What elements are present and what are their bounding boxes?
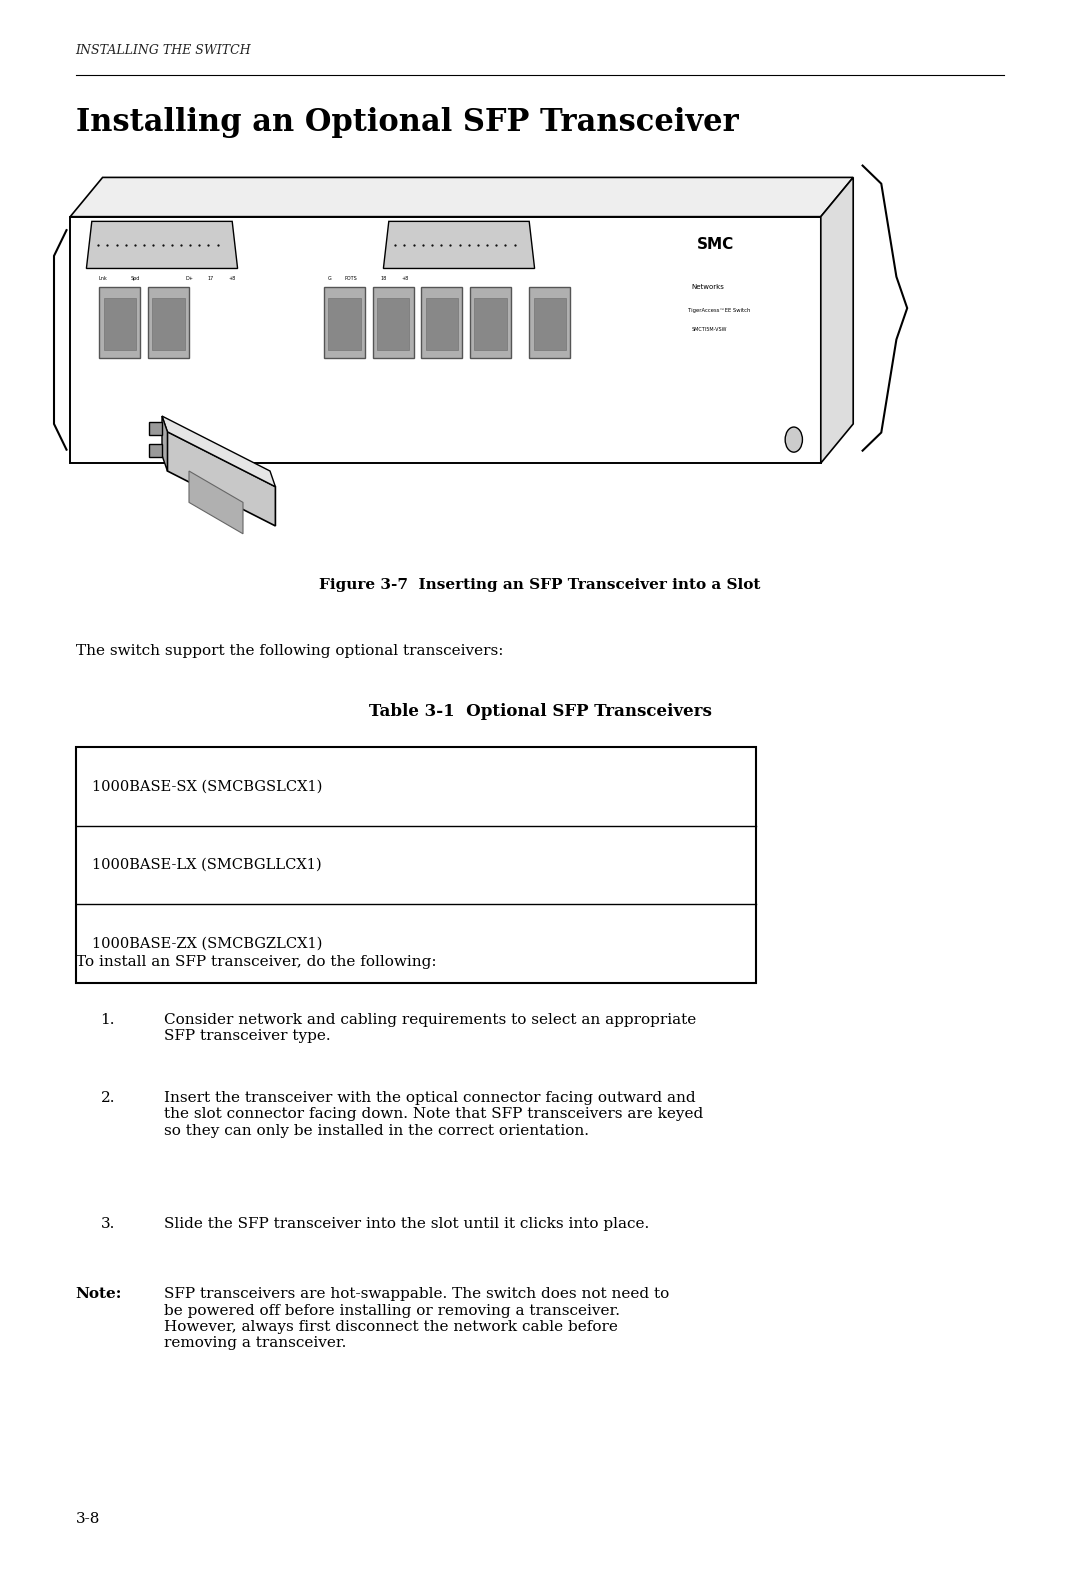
Text: 1000BASE-ZX (SMCBGZLCX1): 1000BASE-ZX (SMCBGZLCX1): [92, 937, 322, 950]
Bar: [328, 298, 361, 350]
Polygon shape: [383, 221, 535, 268]
Polygon shape: [149, 422, 162, 435]
Polygon shape: [821, 177, 853, 463]
Bar: [152, 298, 185, 350]
Text: +8: +8: [229, 276, 235, 281]
Text: Slide the SFP transceiver into the slot until it clicks into place.: Slide the SFP transceiver into the slot …: [164, 1217, 649, 1231]
Bar: [373, 287, 414, 358]
Bar: [534, 298, 566, 350]
Bar: [529, 287, 570, 358]
Text: 1000BASE-SX (SMCBGSLCX1): 1000BASE-SX (SMCBGSLCX1): [92, 780, 322, 793]
Text: D+: D+: [185, 276, 193, 281]
Bar: [104, 298, 136, 350]
Text: SMCTI5M-VSW: SMCTI5M-VSW: [691, 327, 727, 331]
Polygon shape: [167, 432, 275, 526]
Text: Lnk: Lnk: [98, 276, 107, 281]
Text: The switch support the following optional transceivers:: The switch support the following optiona…: [76, 644, 503, 658]
Bar: [426, 298, 458, 350]
Bar: [377, 298, 409, 350]
Text: INSTALLING THE SWITCH: INSTALLING THE SWITCH: [76, 44, 252, 57]
Polygon shape: [149, 444, 162, 457]
Circle shape: [785, 427, 802, 452]
Text: Figure 3-7  Inserting an SFP Transceiver into a Slot: Figure 3-7 Inserting an SFP Transceiver …: [320, 578, 760, 592]
Text: Spd: Spd: [131, 276, 139, 281]
Bar: [474, 298, 507, 350]
Text: 17: 17: [207, 276, 214, 281]
Text: +8: +8: [402, 276, 408, 281]
Polygon shape: [86, 221, 238, 268]
Bar: [324, 287, 365, 358]
Text: POTS: POTS: [345, 276, 357, 281]
Bar: [470, 287, 511, 358]
Text: Networks: Networks: [691, 284, 724, 290]
Text: 3-8: 3-8: [76, 1512, 100, 1526]
Text: Installing an Optional SFP Transceiver: Installing an Optional SFP Transceiver: [76, 107, 739, 138]
Text: 3.: 3.: [100, 1217, 114, 1231]
Text: SFP transceivers are hot-swappable. The switch does not need to
be powered off b: SFP transceivers are hot-swappable. The …: [164, 1287, 670, 1350]
Text: SMC: SMC: [697, 237, 733, 253]
Polygon shape: [70, 217, 821, 463]
Bar: [148, 287, 189, 358]
Text: 18: 18: [380, 276, 387, 281]
Text: Table 3-1  Optional SFP Transceivers: Table 3-1 Optional SFP Transceivers: [368, 703, 712, 721]
Text: 1000BASE-LX (SMCBGLLCX1): 1000BASE-LX (SMCBGLLCX1): [92, 859, 322, 871]
Text: 2.: 2.: [100, 1091, 114, 1105]
Text: TigerAccess™EE Switch: TigerAccess™EE Switch: [688, 308, 751, 312]
Text: 1.: 1.: [100, 1013, 114, 1027]
Text: To install an SFP transceiver, do the following:: To install an SFP transceiver, do the fo…: [76, 955, 436, 969]
Text: Note:: Note:: [76, 1287, 122, 1302]
Bar: [421, 287, 462, 358]
Bar: [76, 747, 756, 983]
Polygon shape: [162, 416, 167, 471]
Bar: [99, 287, 140, 358]
Polygon shape: [162, 416, 275, 487]
Text: G: G: [327, 276, 332, 281]
Text: Consider network and cabling requirements to select an appropriate
SFP transceiv: Consider network and cabling requirement…: [164, 1013, 697, 1042]
Text: Insert the transceiver with the optical connector facing outward and
the slot co: Insert the transceiver with the optical …: [164, 1091, 703, 1138]
Polygon shape: [189, 471, 243, 534]
Polygon shape: [70, 177, 853, 217]
